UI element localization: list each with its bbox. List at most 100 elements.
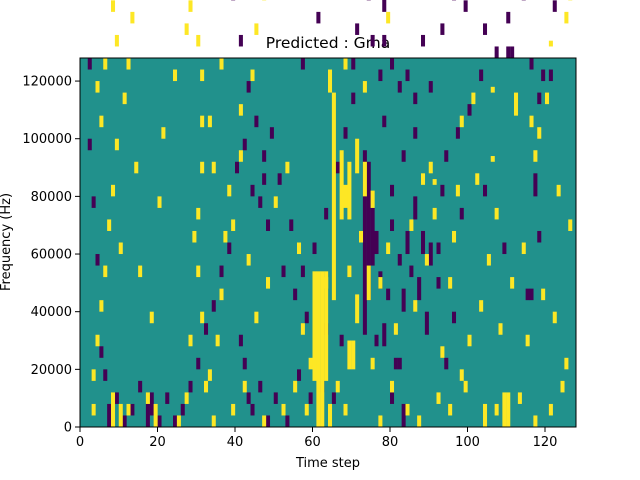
heatmap-cell-low bbox=[211, 300, 216, 312]
heatmap-cell-high bbox=[200, 115, 205, 128]
heatmap-cell-low bbox=[548, 69, 553, 82]
heatmap-cell-high bbox=[324, 271, 329, 381]
heatmap-cell-high bbox=[343, 403, 348, 416]
heatmap-cell-high bbox=[448, 277, 453, 289]
heatmap-cell-low bbox=[138, 380, 143, 393]
heatmap-cell-low bbox=[525, 288, 530, 301]
heatmap-cell-high bbox=[231, 403, 236, 416]
heatmap-cell-high bbox=[378, 415, 383, 427]
heatmap-cell-low bbox=[266, 415, 271, 427]
heatmap-cell-high bbox=[463, 380, 468, 393]
heatmap-cell-low bbox=[506, 11, 511, 24]
heatmap-cell-low bbox=[382, 0, 387, 12]
heatmap-cell-high bbox=[529, 115, 534, 128]
heatmap-cell-high bbox=[417, 415, 422, 427]
heatmap-cell-high bbox=[196, 265, 201, 278]
heatmap-cell-high bbox=[188, 0, 193, 12]
heatmap-cell-high bbox=[459, 115, 464, 128]
heatmap-cell-high bbox=[103, 265, 108, 278]
heatmap-cell-low bbox=[157, 415, 162, 427]
heatmap-cell-high bbox=[95, 81, 100, 93]
heatmap-cell-high bbox=[490, 156, 495, 162]
heatmap-cell-high bbox=[486, 254, 491, 266]
heatmap-cell-low bbox=[401, 403, 406, 427]
heatmap-cell-high bbox=[184, 392, 189, 404]
heatmap-cell-high bbox=[111, 184, 116, 197]
heatmap-cell-low bbox=[386, 288, 391, 301]
heatmap-cell-low bbox=[355, 23, 360, 35]
heatmap-cell-high bbox=[517, 392, 522, 404]
heatmap-cell-low bbox=[421, 230, 426, 255]
heatmap-cell-low bbox=[506, 46, 511, 58]
heatmap-cell-high bbox=[196, 34, 201, 47]
x-tick-label: 20 bbox=[149, 435, 166, 450]
heatmap-cell-low bbox=[180, 403, 185, 416]
heatmap-cell-high bbox=[91, 369, 96, 381]
heatmap-cell-high bbox=[552, 311, 557, 324]
heatmap-cell-high bbox=[231, 219, 236, 231]
heatmap-cell-high bbox=[122, 92, 127, 105]
heatmap-cell-low bbox=[401, 150, 406, 162]
heatmap-cell-high bbox=[390, 380, 395, 393]
heatmap-cell-low bbox=[366, 161, 371, 301]
heatmap-cell-low bbox=[339, 334, 344, 347]
heatmap-cell-low bbox=[382, 115, 387, 128]
heatmap-cell-high bbox=[320, 271, 325, 427]
heatmap-cell-low bbox=[409, 265, 414, 278]
y-axis: 0 20000 40000 60000 80000 100000 120000 bbox=[22, 75, 80, 436]
heatmap-cell-high bbox=[173, 69, 178, 82]
heatmap-cell-low bbox=[324, 207, 329, 220]
heatmap-cell-high bbox=[312, 271, 317, 381]
heatmap-cell-low bbox=[145, 403, 150, 427]
heatmap-cell-high bbox=[432, 207, 437, 220]
heatmap-cell-low bbox=[95, 254, 100, 266]
heatmap-cell-high bbox=[134, 161, 139, 174]
heatmap-cell-high bbox=[215, 334, 220, 347]
y-tick-label: 20000 bbox=[31, 363, 72, 378]
y-axis-label: Frequency (Hz) bbox=[0, 193, 14, 291]
heatmap-cell-high bbox=[138, 265, 143, 278]
heatmap-cell-high bbox=[362, 161, 367, 197]
heatmap-cell-low bbox=[552, 0, 557, 12]
heatmap-cell-high bbox=[351, 340, 356, 370]
heatmap-cell-high bbox=[227, 184, 232, 197]
heatmap-cell-low bbox=[413, 127, 418, 139]
heatmap-cell-low bbox=[362, 150, 367, 335]
heatmap-cell-high bbox=[560, 380, 565, 393]
heatmap-cell-high bbox=[219, 58, 224, 70]
y-tick-label: 80000 bbox=[31, 190, 72, 205]
heatmap-cell-high bbox=[548, 403, 553, 416]
heatmap-cell-high bbox=[254, 311, 259, 324]
heatmap-cell-low bbox=[401, 288, 406, 312]
heatmap-cell-high bbox=[483, 403, 488, 427]
heatmap-cell-high bbox=[479, 300, 484, 312]
heatmap-cell-high bbox=[459, 369, 464, 381]
y-tick-label: 40000 bbox=[31, 305, 72, 320]
heatmap-cell-high bbox=[328, 69, 333, 93]
x-tick-label: 0 bbox=[76, 435, 84, 450]
heatmap-cell-high bbox=[238, 150, 243, 162]
heatmap-cell-high bbox=[324, 277, 329, 289]
heatmap-cell-high bbox=[556, 184, 561, 197]
heatmap-cell-high bbox=[370, 190, 375, 208]
heatmap-cell-low bbox=[494, 46, 499, 58]
heatmap-cell-high bbox=[266, 277, 271, 289]
heatmap-cell-high bbox=[196, 207, 201, 220]
heatmap-cell-high bbox=[200, 161, 205, 174]
heatmap-cell-high bbox=[545, 92, 550, 105]
heatmap-cell-low bbox=[467, 104, 472, 116]
heatmap-cell-high bbox=[103, 58, 108, 70]
heatmap-cell-low bbox=[428, 242, 433, 266]
heatmap-cell-high bbox=[242, 380, 247, 393]
heatmap-cell-low bbox=[351, 58, 356, 70]
heatmap-cell-low bbox=[227, 242, 232, 255]
heatmap-cell-high bbox=[130, 11, 135, 24]
heatmap-cell-high bbox=[188, 334, 193, 347]
heatmap-cell-high bbox=[200, 311, 205, 324]
heatmap-cell-low bbox=[304, 311, 309, 324]
heatmap-cell-low bbox=[308, 392, 313, 404]
heatmap-cell-high bbox=[455, 184, 460, 197]
heatmap-cell-high bbox=[184, 23, 189, 35]
heatmap-cell-low bbox=[370, 207, 375, 266]
heatmap-cell-low bbox=[273, 392, 278, 404]
